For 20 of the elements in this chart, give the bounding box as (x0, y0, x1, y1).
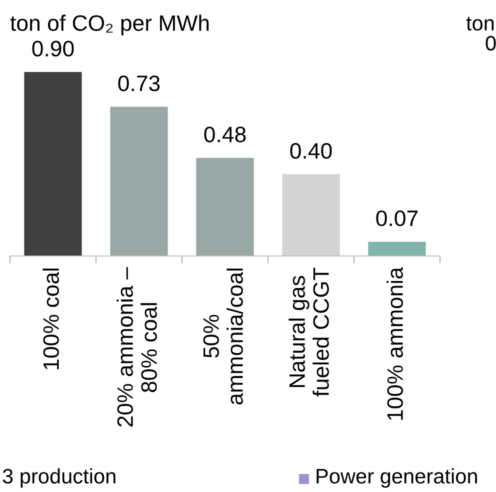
bar (368, 242, 426, 256)
data-label: 0.48 (204, 126, 246, 142)
x-tick-label: Natural gas fueled CCGT (288, 268, 329, 396)
bar (196, 158, 254, 256)
x-tick-label: 100% ammonia (386, 267, 403, 420)
data-label: 0.90 (32, 40, 74, 56)
bar (282, 174, 340, 256)
text: 0 (486, 36, 496, 51)
x-tick-label: 100% coal (42, 268, 59, 370)
x-tick-label: 20% ammonia – 80% coal (116, 267, 157, 427)
data-label: 0.07 (376, 210, 418, 226)
text: Power generation (316, 468, 477, 488)
x-tick-label: 50% ammonia/coal (203, 268, 243, 404)
text: 3 production (2, 468, 116, 488)
chart-title: ton of CO₂ per MWh (10, 14, 209, 36)
data-label: 0.73 (118, 76, 160, 92)
bar (110, 106, 168, 256)
bar (24, 72, 82, 256)
text: ton (466, 16, 494, 31)
data-label: 0.40 (290, 142, 332, 159)
